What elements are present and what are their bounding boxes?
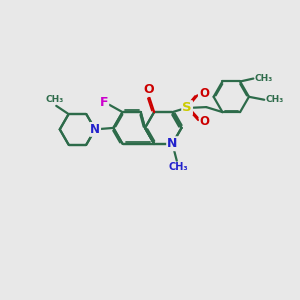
Text: CH₃: CH₃ bbox=[46, 95, 64, 104]
Text: O: O bbox=[199, 87, 209, 101]
Text: CH₃: CH₃ bbox=[266, 95, 284, 104]
Text: CH₃: CH₃ bbox=[169, 162, 188, 172]
Text: S: S bbox=[182, 101, 192, 114]
Text: N: N bbox=[90, 123, 100, 136]
Text: O: O bbox=[143, 83, 154, 96]
Text: CH₃: CH₃ bbox=[255, 74, 273, 83]
Text: F: F bbox=[100, 96, 108, 109]
Text: N: N bbox=[167, 137, 178, 150]
Text: O: O bbox=[200, 115, 210, 128]
